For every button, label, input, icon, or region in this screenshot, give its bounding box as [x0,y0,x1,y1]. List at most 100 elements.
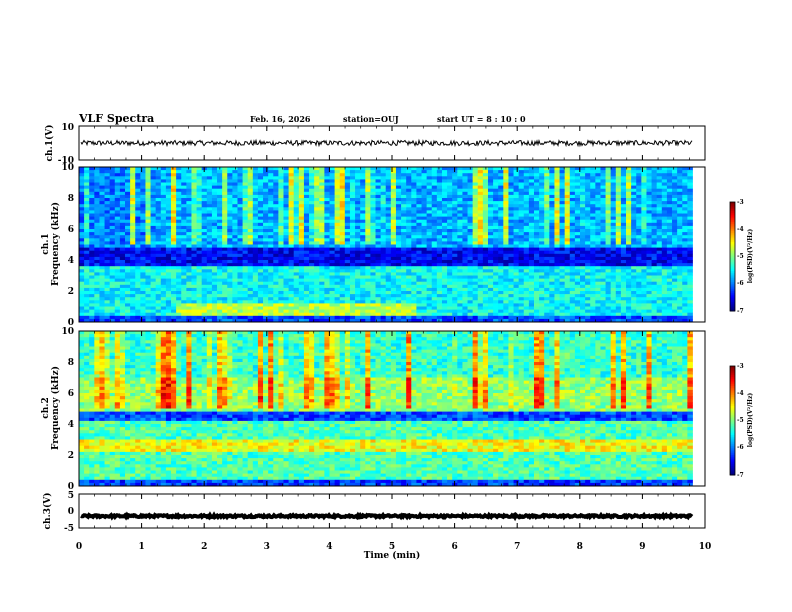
ch1-spec-cell [518,207,525,211]
ch1-spec-cell [513,300,520,304]
ch1-spec-cell [467,306,474,310]
ch1-spec-cell [119,191,126,196]
ch1-spec-cell [477,188,484,193]
ch1-spec-cell [385,303,392,307]
ch1-spec-cell [390,281,397,286]
ch1-spec-cell [309,300,315,304]
ch1-spec-cell [109,194,116,199]
ch1-spec-cell [130,291,136,295]
ch1-spec-cell [119,300,126,304]
ch1-spec-cell [201,225,208,230]
ch1-spec-cell [390,300,397,304]
ch1-spec-cell [482,284,489,289]
ch1-spec-cell [411,247,417,252]
ch1-spec-cell [324,238,330,242]
ch1-spec-cell [232,294,238,298]
ch1-spec-cell [344,185,351,190]
ch1-spec-cell [380,287,387,292]
ch1-spec-cell [181,232,187,236]
ch1-spec-cell [211,269,218,273]
ch1-spec-cell [375,238,382,242]
ch1-spec-cell [196,318,203,323]
ch1-spec-cell [416,269,422,273]
ch1-spec-cell [165,269,172,273]
ch1-spec-cell [441,225,448,230]
ch1-spec-cell [89,244,95,248]
ch1-spec-cell [339,287,346,292]
ch1-spec-cell [487,232,494,236]
ch1-spec-cell [145,185,151,190]
ch1-spec-cell [518,241,525,245]
ch1-spec-cell [278,213,284,217]
ch1-spec-cell [319,176,325,180]
ch1-spec-cell [441,312,448,317]
ch1-spec-cell [349,182,356,186]
ch1-spec-cell [375,250,382,255]
ch1-spec-cell [227,260,233,264]
ch1-spec-cell [436,250,443,255]
ch1-spec-cell [426,241,433,245]
ch1-spec-cell [574,207,581,211]
ch1-spec-cell [119,173,126,177]
ch1-spec-cell [487,253,494,258]
ch1-spec-cell [503,250,509,255]
ch1-spec-cell [457,306,463,310]
ch1-spec-cell [273,188,279,193]
ch1-spec-cell [380,281,387,286]
ch1-spec-cell [237,318,243,323]
ch1-spec-cell [559,216,566,221]
ch1-spec-cell [385,191,392,196]
ch1-spec-cell [534,198,540,202]
ch1-spec-cell [99,287,105,292]
ch1-spec-cell [319,294,325,298]
ch1-spec-cell [288,281,295,286]
ch1-spec-cell [390,250,397,255]
ch1-spec-cell [273,173,279,177]
ch1-spec-cell [160,173,167,177]
ch1-spec-cell [585,219,591,224]
ch1-spec-cell [191,182,197,186]
ch1-spec-cell [580,287,586,292]
ch1-spec-cell [482,173,489,177]
ch1-spec-cell [237,306,243,310]
ch1-spec-cell [360,219,366,224]
ch1-spec-cell [569,256,576,261]
ch1-spec-cell [119,201,126,205]
ch1-spec-cell [135,250,141,255]
ch1-spec-cell [309,198,315,202]
ch1-spec-cell [263,256,269,261]
ch1-spec-cell [349,256,356,261]
ch1-spec-cell [585,253,591,258]
ch1-spec-cell [498,204,504,208]
ch1-spec-cell [268,294,274,298]
ch1-spec-cell [186,182,192,186]
ch1-spec-cell [206,167,213,171]
ch1-spec-cell [580,247,586,252]
ch1-spec-cell [334,250,341,255]
ch1-spec-cell [104,213,111,217]
ch1-spec-cell [564,170,571,174]
ch1-spec-cell [237,170,243,174]
ch1-spec-cell [84,238,90,242]
ch1-spec-cell [493,300,499,304]
ch1-spec-cell [349,185,356,190]
ch1-spec-cell [211,219,218,224]
ch1-spec-cell [165,256,172,261]
ch1-spec-cell [472,297,479,301]
ch1-spec-cell [355,281,361,286]
ch1-spec-cell [319,204,325,208]
ch1-spec-cell [324,219,330,224]
ch1-spec-cell [462,297,468,301]
ch1-spec-cell [252,225,259,230]
ch1-spec-cell [84,303,90,307]
ch1-spec-cell [329,281,336,286]
ch1-spec-cell [452,272,458,276]
ch1-spec-cell [309,219,315,224]
ch1-spec-cell [145,244,151,248]
ch1-spec-cell [580,303,586,307]
ch1-spec-cell [365,315,371,320]
ch1-spec-cell [544,300,550,304]
ch1-spec-cell [135,253,141,258]
ch1-spec-cell [569,229,576,233]
ch1-spec-cell [477,201,484,205]
